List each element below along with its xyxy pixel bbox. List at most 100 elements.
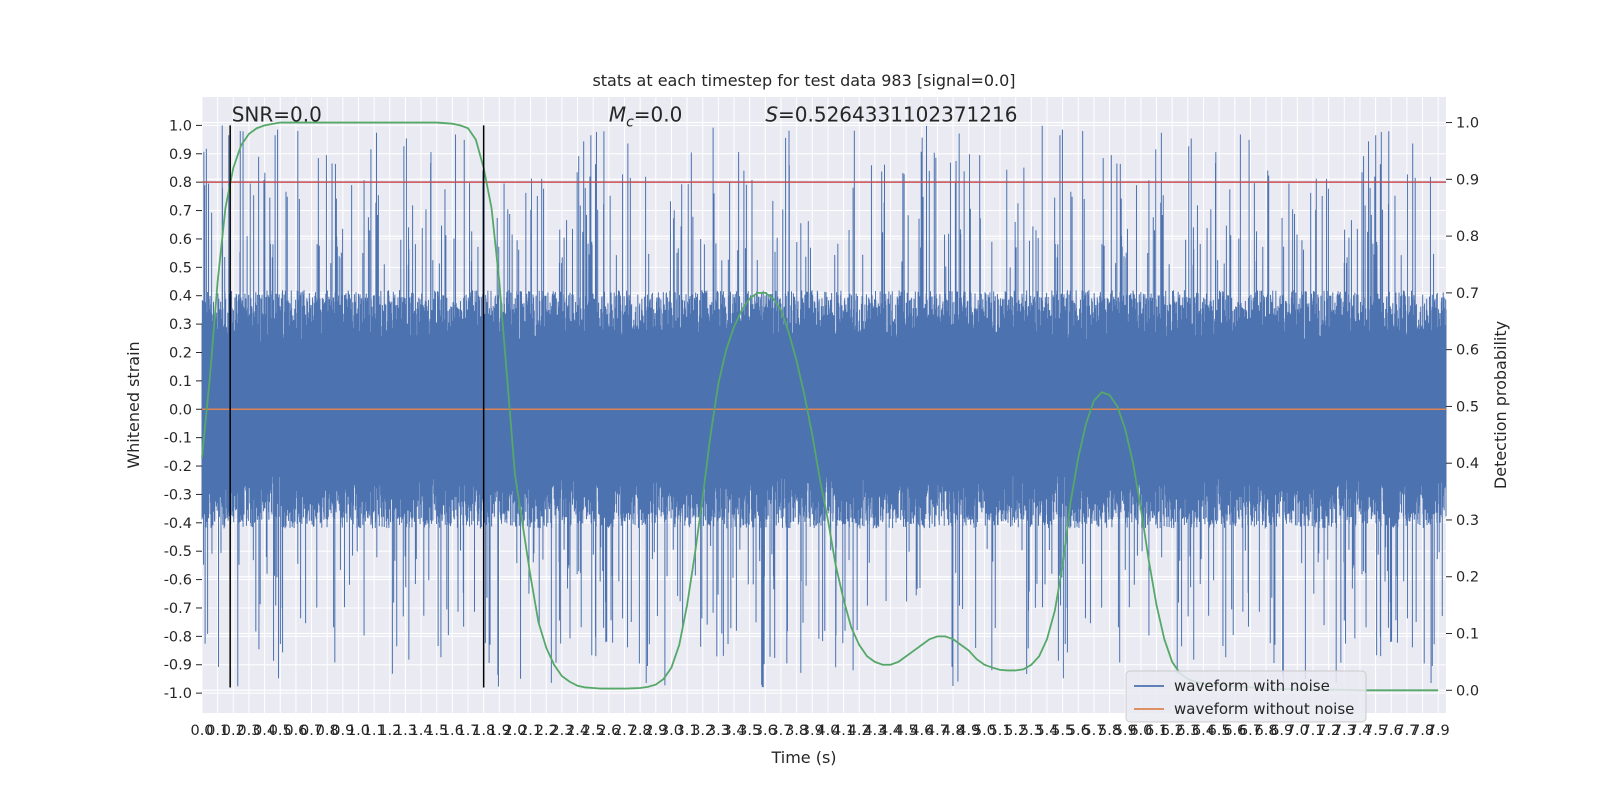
y-tick-label: -1.0 (164, 686, 192, 702)
x-tick-label: 0.1 (206, 723, 229, 739)
x-tick-label: 2.2 (535, 723, 558, 739)
x-tick-label: 7.2 (1317, 723, 1340, 739)
y2-tick-label: 0.3 (1456, 513, 1479, 529)
x-tick-label: 2.3 (550, 723, 573, 739)
y2-tick-label: 1.0 (1456, 116, 1479, 132)
y-tick-label: 0.6 (169, 232, 192, 248)
x-tick-label: 5.7 (1082, 723, 1105, 739)
x-tick-label: 2.6 (597, 723, 620, 739)
x-tick-label: 6.7 (1239, 723, 1262, 739)
x-tick-label: 1.0 (347, 723, 370, 739)
x-tick-label: 6.3 (1176, 723, 1199, 739)
y-tick-label: -0.4 (164, 516, 192, 532)
x-tick-label: 5.4 (1035, 723, 1058, 739)
y2-tick-label: 0.2 (1456, 570, 1479, 586)
y-axis-ticks: -1.0 -0.9 -0.8 -0.7 -0.6 -0.5 -0.4 -0.3 -0.2 -0.1… (164, 118, 202, 702)
marker-lines (229, 125, 485, 688)
x-tick-label: 1.5 (425, 723, 448, 739)
x-axis-ticks: 0.00.10.20.30.40.50.60.70.80.91.01.11.21… (190, 723, 1449, 739)
y2-tick-label: 0.4 (1456, 456, 1479, 472)
legend: waveform with noise waveform without nois… (1125, 670, 1367, 723)
y-tick-label: -0.5 (164, 544, 192, 560)
x-tick-label: 1.1 (363, 723, 386, 739)
x-tick-label: 3.4 (722, 723, 745, 739)
x-tick-label: 7.0 (1286, 723, 1309, 739)
y2-tick-label: 0.6 (1456, 343, 1479, 359)
x-tick-label: 0.8 (316, 723, 339, 739)
x-tick-label: 1.6 (441, 723, 464, 739)
x-tick-label: 2.7 (613, 723, 636, 739)
x-tick-label: 6.1 (1145, 723, 1168, 739)
y2-tick-label: 0.0 (1456, 683, 1479, 699)
x-tick-label: 0.2 (222, 723, 245, 739)
x-tick-label: 6.2 (1161, 723, 1184, 739)
x-tick-label: 6.6 (1223, 723, 1246, 739)
x-tick-label: 7.6 (1380, 723, 1403, 739)
x-tick-label: 1.3 (394, 723, 417, 739)
x-tick-label: 4.5 (895, 723, 918, 739)
x-tick-label: 3.6 (754, 723, 777, 739)
y-tick-label: 0.8 (169, 175, 192, 191)
x-tick-label: 5.3 (1020, 723, 1043, 739)
legend-label: waveform without noise (1174, 700, 1354, 718)
y-tick-label: 0.4 (169, 289, 192, 305)
x-tick-label: 3.2 (691, 723, 714, 739)
y-tick-label: 0.7 (169, 204, 192, 220)
x-tick-label: 1.8 (472, 723, 495, 739)
y2-tick-label: 0.5 (1456, 399, 1479, 415)
x-tick-label: 1.7 (456, 723, 479, 739)
y2-tick-label: 0.8 (1456, 229, 1479, 245)
x-tick-label: 0.3 (237, 723, 260, 739)
x-axis-label: Time (s) (770, 748, 836, 767)
x-tick-label: 3.3 (707, 723, 730, 739)
legend-box (1125, 670, 1367, 723)
y-tick-label: 0.2 (169, 345, 192, 361)
x-tick-label: 5.1 (989, 723, 1012, 739)
x-tick-label: 2.8 (629, 723, 652, 739)
x-tick-label: 4.0 (816, 723, 839, 739)
x-tick-label: 4.9 (957, 723, 980, 739)
annotations: SNR=0.0 Mc=0.0 S=0.5264331102371216 (232, 103, 1018, 131)
x-tick-label: 0.7 (300, 723, 323, 739)
y-tick-label: -0.2 (164, 459, 192, 475)
x-tick-label: 7.4 (1348, 723, 1371, 739)
x-tick-label: 4.7 (926, 723, 949, 739)
x-tick-label: 4.3 (863, 723, 886, 739)
x-tick-label: 2.1 (519, 723, 542, 739)
x-tick-label: 4.8 (942, 723, 965, 739)
y-tick-label: 0.9 (169, 147, 192, 163)
x-tick-label: 3.0 (660, 723, 683, 739)
y2-tick-label: 0.1 (1456, 627, 1479, 643)
y2-axis-ticks: 0.0 0.1 0.2 0.3 0.4 0.5 0.6 0.7 0.8 0.9 1.0 (1446, 116, 1479, 699)
x-tick-label: 0.4 (253, 723, 276, 739)
x-tick-label: 0.6 (284, 723, 307, 739)
x-tick-label: 6.8 (1255, 723, 1278, 739)
y-tick-label: 0.1 (169, 374, 192, 390)
x-tick-label: 1.2 (378, 723, 401, 739)
x-tick-label: 5.5 (1051, 723, 1074, 739)
x-tick-label: 1.4 (410, 723, 433, 739)
x-tick-label: 7.9 (1427, 723, 1450, 739)
x-tick-label: 4.4 (879, 723, 902, 739)
x-tick-label: 6.9 (1270, 723, 1293, 739)
y2-axis-label: Detection probability (1491, 321, 1510, 489)
x-tick-label: 0.9 (331, 723, 354, 739)
x-tick-label: 2.5 (582, 723, 605, 739)
y2-tick-label: 0.9 (1456, 172, 1479, 188)
y-tick-label: -0.6 (164, 573, 192, 589)
x-tick-label: 0.0 (190, 723, 213, 739)
y-axis-label: Whitened strain (124, 341, 143, 468)
chart-title: stats at each timestep for test data 983… (592, 71, 1015, 90)
x-tick-label: 3.5 (738, 723, 761, 739)
x-tick-label: 3.9 (801, 723, 824, 739)
x-tick-label: 3.1 (676, 723, 699, 739)
x-tick-label: 7.3 (1333, 723, 1356, 739)
x-tick-label: 6.0 (1129, 723, 1152, 739)
x-tick-label: 0.5 (269, 723, 292, 739)
y-tick-label: 0.5 (169, 260, 192, 276)
y-tick-label: -0.3 (164, 487, 192, 503)
annotation-2: S=0.5264331102371216 (765, 103, 1017, 127)
x-tick-label: 4.6 (910, 723, 933, 739)
annotation-0: SNR=0.0 (232, 103, 322, 127)
